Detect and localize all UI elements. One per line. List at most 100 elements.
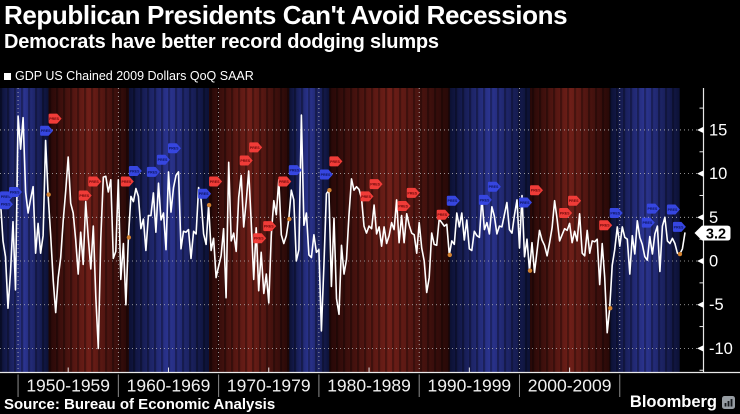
band-stripe-overlay — [610, 88, 680, 372]
pres-flag-republican: PRES — [406, 187, 420, 198]
term-boundary-dot — [46, 192, 51, 197]
pres-flag-shape — [436, 209, 450, 220]
pres-flag-shape — [672, 221, 686, 232]
pres-flag-label: PRES — [648, 207, 658, 211]
pres-flag-label: PRES — [643, 221, 653, 225]
pres-flag-shape — [446, 195, 460, 206]
term-boundary-dot — [206, 202, 212, 208]
pres-flag-label: PRES — [49, 117, 59, 121]
bloomberg-logo-text: Bloomberg — [629, 393, 717, 411]
pres-flag-democrat: PRES — [319, 169, 333, 180]
pres-flag-republican: PRES — [360, 191, 374, 202]
pres-flag-republican: PRES — [239, 155, 253, 166]
pres-flag-label: PRES — [210, 180, 220, 184]
pres-flag-democrat: PRES — [641, 217, 655, 228]
pres-flag-label: PRES — [1, 195, 11, 199]
y-axis-major-tick — [697, 214, 704, 221]
pres-flag-shape — [120, 176, 134, 187]
pres-flag-shape — [239, 155, 253, 166]
pres-flag-shape — [487, 181, 501, 192]
decade-label: 1960-1969 — [127, 376, 211, 396]
pres-flag-democrat: PRES — [146, 166, 160, 177]
pres-flag-label: PRES — [370, 183, 380, 187]
pres-flag-shape — [530, 185, 543, 196]
pres-flag-label: PRES — [674, 225, 684, 229]
bloomberg-logo: Bloomberg — [630, 393, 735, 412]
pres-flag-label: PRES — [560, 211, 570, 215]
y-axis-major-tick — [697, 301, 704, 308]
pres-flag-shape — [360, 191, 374, 202]
pres-flag-label: PRES — [330, 160, 340, 164]
pres-flag-label: PRES — [254, 237, 264, 241]
pres-flag-shape — [146, 166, 160, 177]
pres-flag-label: PRES — [158, 158, 168, 162]
pres-flag-label: PRES — [448, 199, 458, 203]
pres-flag-republican: PRES — [329, 156, 343, 167]
pres-flag-democrat: PRES — [609, 208, 623, 218]
pres-flag-shape — [519, 197, 532, 208]
band-stripe-overlay — [289, 88, 330, 372]
pres-flag-shape — [329, 156, 343, 167]
pres-flag-democrat: PRES — [40, 125, 54, 136]
pres-flag-label: PRES — [480, 198, 490, 202]
pres-flag-label: PRES — [1, 203, 11, 207]
pres-flag-democrat: PRES — [168, 143, 181, 154]
pres-flag-republican: PRES — [568, 195, 582, 206]
pres-flag-shape — [78, 190, 92, 201]
pres-flag-republican: PRES — [88, 176, 102, 187]
y-axis-tick-label: 10 — [709, 165, 727, 183]
pres-flag-shape — [406, 187, 420, 198]
pres-flag-label: PRES — [240, 159, 250, 163]
pres-flag-shape — [568, 195, 582, 206]
pres-flag-label: PRES — [407, 191, 417, 195]
pres-flag-republican: PRES — [436, 209, 450, 220]
pres-flag-republican: PRES — [120, 176, 134, 187]
pres-flag-shape — [478, 194, 492, 205]
pres-flag-republican: PRES — [369, 179, 383, 190]
pres-flag-democrat: PRES — [198, 188, 212, 199]
pres-flag-shape — [128, 166, 142, 176]
pres-flag-shape — [40, 125, 54, 136]
pres-flag-label: PRES — [361, 195, 371, 199]
y-axis-tick-label: 15 — [709, 121, 727, 139]
pres-flag-shape — [0, 199, 13, 210]
pres-flag-democrat: PRES — [487, 181, 501, 192]
pres-flag-shape — [263, 221, 277, 232]
pres-flag-republican: PRES — [249, 142, 263, 153]
legend-series-label: GDP US Chained 2009 Dollars QoQ SAAR — [15, 69, 254, 83]
term-boundary-dot — [126, 235, 132, 240]
pres-flag-democrat: PRES — [156, 154, 170, 165]
pres-flag-republican: PRES — [397, 201, 411, 211]
band-stripe-overlay — [209, 88, 290, 372]
pres-flag-shape — [9, 187, 22, 197]
pres-flag-shape — [599, 220, 613, 231]
pres-flag-label: PRES — [668, 208, 678, 212]
pres-flag-label: PRES — [79, 194, 89, 198]
term-boundary-dot — [677, 251, 683, 257]
decade-label: 1980-1989 — [327, 376, 411, 396]
pres-flag-shape — [397, 201, 411, 211]
pres-flag-republican: PRES — [599, 220, 613, 231]
y-axis-major-tick — [697, 170, 704, 177]
pres-flag-shape — [646, 203, 660, 214]
pres-flag-label: PRES — [41, 129, 51, 133]
pres-flag-label: PRES — [122, 180, 132, 184]
legend-series-marker — [4, 72, 11, 80]
pres-flag-democrat: PRES — [646, 203, 660, 214]
pres-flag-democrat: PRES — [9, 187, 22, 197]
term-boundary-dot — [287, 216, 292, 222]
term-boundary-dot — [327, 188, 332, 193]
pres-flag-label: PRES — [600, 224, 610, 228]
pres-flag-shape — [641, 217, 655, 228]
pres-flag-republican: PRES — [530, 185, 543, 196]
chart-title: Republican Presidents Can't Avoid Recess… — [4, 0, 568, 30]
decade-label: 2000-2009 — [528, 376, 612, 396]
pres-flag-shape — [319, 169, 333, 180]
pres-flag-shape — [559, 208, 573, 218]
y-axis-major-tick — [697, 257, 704, 265]
pres-flag-shape — [253, 233, 267, 244]
y-axis-tick-label: 5 — [709, 209, 718, 227]
pres-flag-shape — [249, 142, 263, 153]
pres-flag-shape — [369, 179, 383, 190]
pres-flag-republican: PRES — [78, 190, 92, 201]
